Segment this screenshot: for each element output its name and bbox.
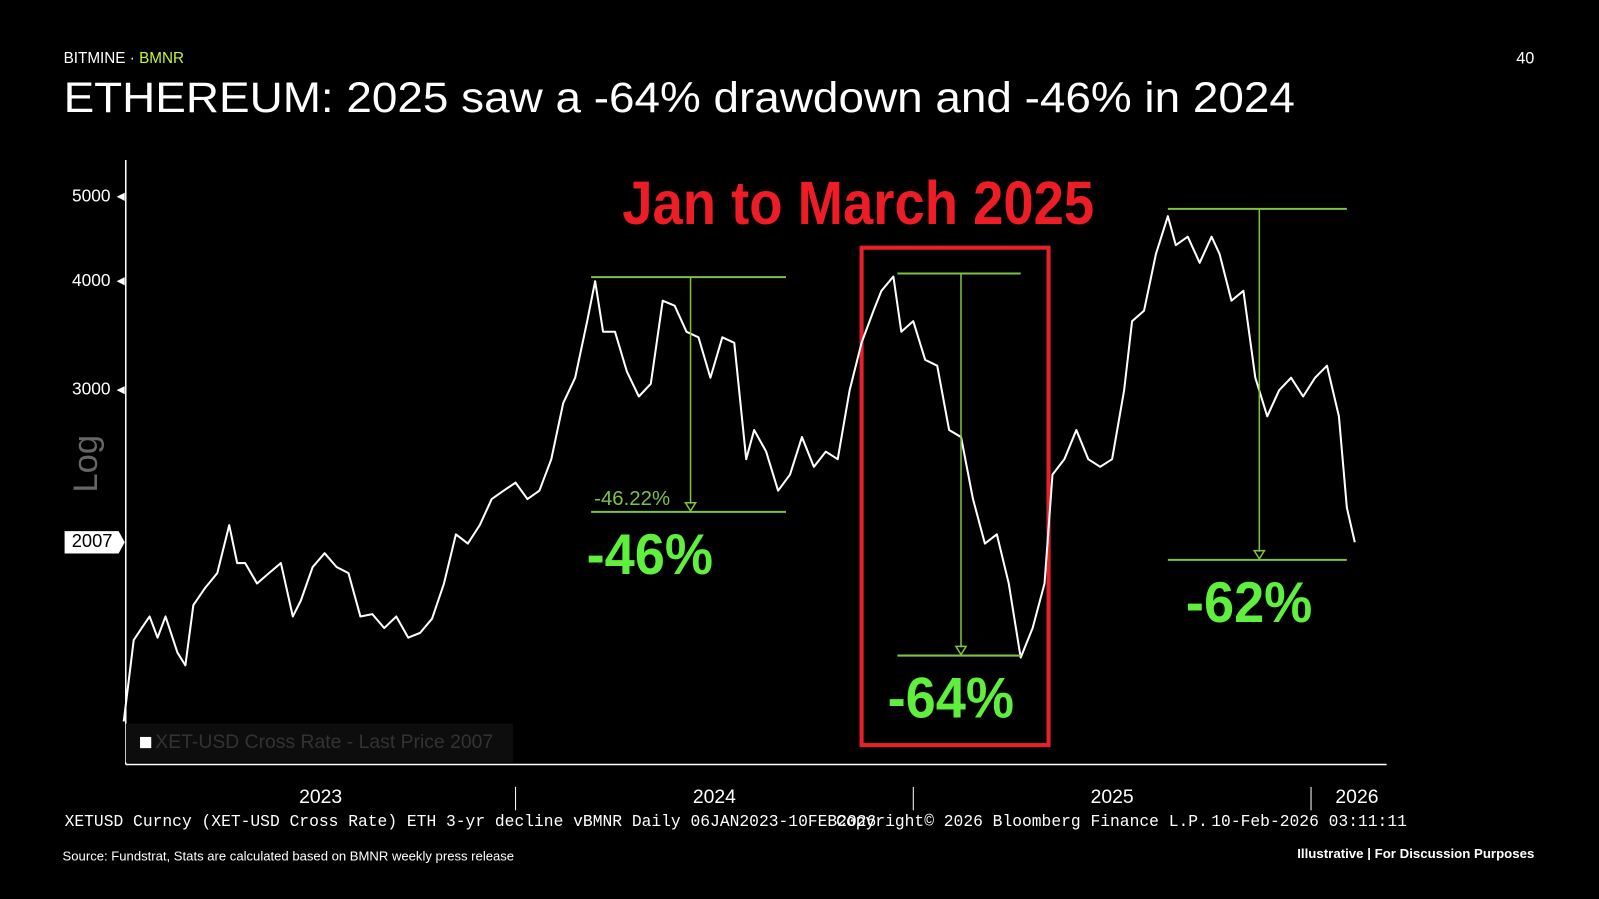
y-tick-label: 3000 bbox=[72, 379, 111, 399]
y-tick-label: 5000 bbox=[72, 185, 111, 205]
bloomberg-source: XETUSD Curncy (XET-USD Cross Rate) ETH 3… bbox=[65, 812, 877, 831]
page-number: 40 bbox=[1516, 49, 1534, 67]
header: BITMINE · BMNR bbox=[64, 50, 184, 67]
highlight-box bbox=[859, 245, 1051, 748]
brand: BITMINE · bbox=[64, 50, 135, 67]
copyright: Copyright© 2026 Bloomberg Finance L.P. bbox=[836, 812, 1208, 831]
legend-swatch bbox=[140, 736, 152, 749]
disclaimer-item: For Discussion Purposes bbox=[1375, 846, 1535, 861]
drawdown-label: -62% bbox=[1186, 571, 1312, 635]
highlight-label: Jan to March 2025 bbox=[622, 169, 1094, 237]
y-tick bbox=[116, 277, 125, 286]
drawdown-arrowhead bbox=[1252, 549, 1266, 561]
x-tick-label: 2024 bbox=[693, 786, 736, 808]
ticker: BMNR bbox=[139, 50, 184, 67]
x-tick-label: 2025 bbox=[1091, 786, 1134, 808]
y-tick bbox=[116, 192, 125, 201]
y-tick-label: 4000 bbox=[72, 270, 111, 290]
drawdown-arrowhead bbox=[684, 501, 698, 513]
footer-source: Source: Fundstrat, Stats are calculated … bbox=[63, 849, 515, 864]
last-price-label: 2007 bbox=[72, 530, 113, 551]
drawdown-detail: -46.22% bbox=[594, 488, 670, 510]
x-tick-label: 2026 bbox=[1335, 786, 1378, 808]
drawdown-label: -64% bbox=[888, 667, 1014, 731]
price-line bbox=[122, 215, 1356, 722]
x-tick-label: 2023 bbox=[299, 786, 342, 808]
slide-title: ETHEREUM: 2025 saw a -64% drawdown and -… bbox=[64, 74, 1295, 122]
y-tick bbox=[116, 386, 125, 395]
disclaimer: Illustrative | For Discussion Purposes bbox=[1297, 846, 1534, 861]
disclaimer-item: Illustrative bbox=[1297, 846, 1363, 861]
y-axis-label: Log bbox=[67, 435, 105, 493]
legend-box bbox=[125, 723, 514, 763]
drawdown-label: -46% bbox=[587, 523, 713, 587]
timestamp: 10-Feb-2026 03:11:11 bbox=[1211, 812, 1407, 831]
drawdown-arrowhead bbox=[954, 645, 968, 656]
legend-label: XET-USD Cross Rate - Last Price 2007 bbox=[155, 731, 493, 753]
last-price-tag bbox=[64, 531, 125, 554]
